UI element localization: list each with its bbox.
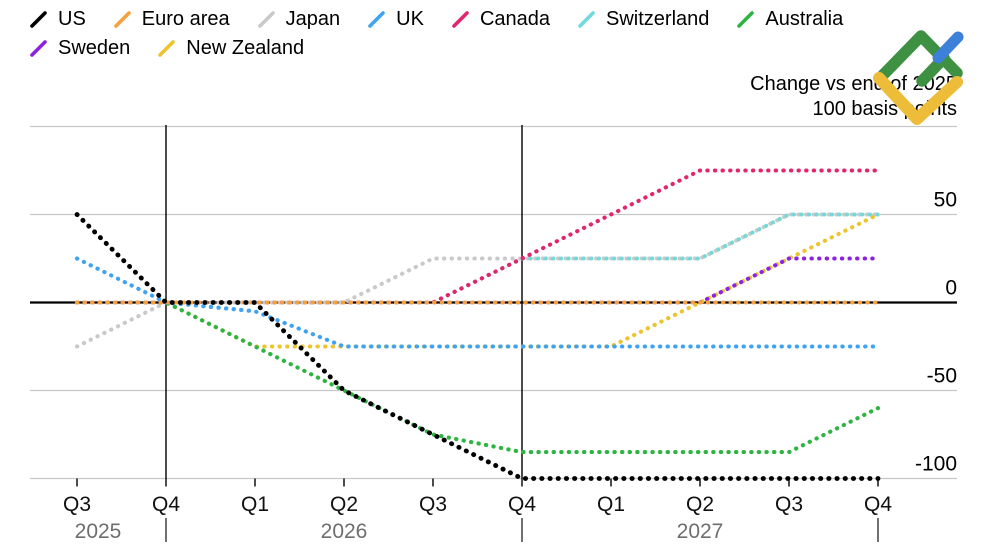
series-line-canada	[74, 168, 881, 305]
x-axis-label-0: Q3	[63, 493, 91, 516]
legend-item-japan: Japan	[257, 8, 341, 31]
legend: US Euro area Japan UK Canada Switzerland Austr…	[30, 5, 843, 63]
logo-blue-stroke	[932, 31, 964, 64]
legend-line-icon-euro-area	[113, 11, 131, 28]
x-axis-label-5: Q4	[508, 493, 536, 516]
x-axis-label-8: Q3	[775, 493, 803, 516]
series-line-japan	[74, 212, 881, 349]
series-line-sweden	[74, 256, 881, 305]
x-axis-label-4: Q3	[419, 493, 447, 516]
x-axis-label-3: Q2	[330, 493, 358, 516]
logo-yellow-check	[873, 72, 963, 125]
x-axis-label-6: Q1	[597, 493, 625, 516]
legend-label-canada: Canada	[479, 8, 550, 30]
year-label-2026: 2026	[321, 520, 368, 543]
legend-label-uk: UK	[396, 8, 424, 30]
litefinance-logo	[873, 30, 964, 125]
legend-label-euro-area: Euro area	[141, 8, 230, 30]
year-label-2025: 2025	[75, 520, 122, 543]
x-axis-label-2: Q1	[241, 493, 269, 516]
legend-item-switzerland: Switzerland	[578, 8, 709, 31]
y-axis-label-50: 50	[934, 189, 957, 212]
legend-line-icon-canada	[452, 11, 469, 28]
legend-item-new-zealand: New Zealand	[158, 37, 304, 60]
legend-line-icon-new-zealand	[158, 40, 176, 57]
legend-item-us: US	[30, 8, 86, 31]
legend-label-us: US	[58, 8, 86, 30]
legend-item-sweden: Sweden	[30, 37, 130, 60]
legend-line-icon-australia	[737, 11, 755, 28]
series-line-switzerland	[74, 212, 881, 305]
x-axis-label-9: Q4	[864, 493, 892, 516]
x-axis-label-1: Q4	[152, 493, 180, 516]
legend-label-australia: Australia	[765, 8, 844, 30]
legend-line-icon-japan	[257, 11, 275, 28]
legend-label-sweden: Sweden	[58, 37, 131, 59]
legend-line-icon-sweden	[30, 40, 47, 57]
legend-label-japan: Japan	[285, 8, 341, 30]
legend-line-icon-uk	[368, 11, 385, 28]
legend-line-icon-us	[30, 11, 47, 28]
x-axis-label-7: Q2	[686, 493, 714, 516]
legend-item-euro-area: Euro area	[113, 8, 230, 31]
legend-item-canada: Canada	[452, 8, 550, 31]
legend-row-2: Sweden New Zealand	[30, 34, 843, 63]
legend-label-new-zealand: New Zealand	[186, 37, 305, 59]
y-axis-label-0: 0	[945, 277, 957, 300]
y-axis-label--100: -100	[915, 453, 957, 476]
series-line-us	[74, 212, 881, 481]
legend-row-1: US Euro area Japan UK Canada Switzerland Austr…	[30, 5, 843, 34]
legend-line-icon-switzerland	[578, 11, 595, 28]
y-axis-label--50: -50	[927, 365, 957, 388]
year-label-2027: 2027	[677, 520, 724, 543]
legend-item-australia: Australia	[737, 8, 843, 31]
annotation-line-1: Change vs end of 2025	[750, 73, 957, 95]
legend-label-switzerland: Switzerland	[606, 8, 710, 30]
legend-item-uk: UK	[368, 8, 424, 31]
series-line-uk	[74, 256, 881, 349]
series-line-australia	[74, 300, 881, 455]
series-line-new-zealand	[74, 212, 881, 349]
